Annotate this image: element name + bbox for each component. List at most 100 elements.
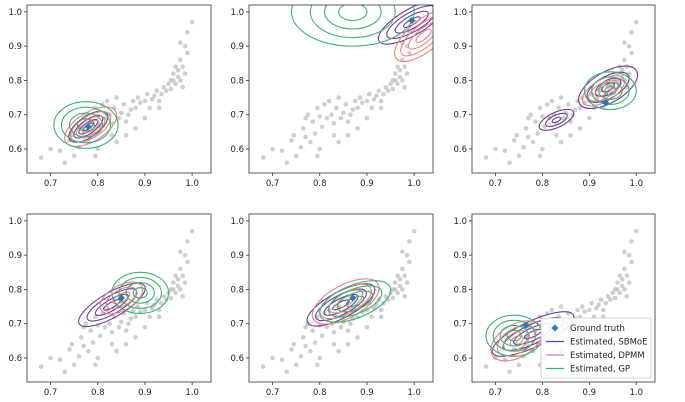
scatter-point (507, 160, 512, 166)
contour-gp (327, 285, 383, 318)
scatter-point (615, 280, 620, 285)
scatter-point (303, 324, 308, 330)
x-tick-label: 1.0 (629, 388, 643, 398)
scatter-point (359, 100, 365, 106)
y-tick-label: 0.8 (453, 285, 467, 295)
scatter-point (388, 81, 393, 87)
contour-gp (584, 71, 637, 111)
scatter-point (622, 40, 627, 46)
scatter-point (95, 355, 101, 361)
scatter-point (612, 287, 618, 292)
scatter-point (369, 314, 374, 320)
scatter-point (109, 341, 115, 347)
scatter-point (483, 364, 489, 369)
scatter-point (404, 71, 410, 76)
scatter-point (310, 119, 315, 124)
scatter-point (411, 228, 417, 234)
scatter-point (383, 84, 389, 90)
y-tick-label: 0.8 (230, 285, 244, 295)
scatter-point (147, 105, 152, 111)
scatter-point (385, 88, 391, 94)
scatter-point (629, 50, 634, 56)
scatter-point (558, 304, 564, 309)
scatter-point (291, 132, 297, 138)
scatter-point (57, 357, 63, 363)
scatter-point (378, 314, 384, 320)
x-tick-label: 0.8 (313, 179, 327, 189)
contour-gp (591, 76, 630, 105)
contour-gp (598, 81, 623, 100)
x-tick-label: 0.8 (313, 388, 327, 398)
scatter-point (90, 340, 96, 345)
scatter-point (549, 307, 555, 313)
scatter-point (107, 321, 112, 327)
scatter-point (152, 93, 157, 99)
scatter-point (298, 353, 304, 359)
scatter-point (619, 67, 625, 73)
scatter-point (596, 302, 601, 308)
ground-truth-marker (84, 123, 92, 131)
scatter-point (166, 81, 171, 87)
ground-truth-marker (408, 16, 416, 25)
scatter-point (289, 347, 294, 352)
y-tick-label: 0.9 (8, 42, 22, 52)
scatter-point (142, 115, 148, 121)
scatter-point (397, 276, 403, 282)
scatter-point (533, 119, 538, 124)
scatter-point (329, 112, 334, 118)
scatter-point (145, 91, 150, 97)
contour-gp (492, 319, 536, 352)
scatter-point (168, 295, 174, 301)
scatter-point (407, 259, 412, 265)
scatter-point (180, 293, 185, 299)
scatter-point (161, 84, 167, 90)
scatter-point (357, 95, 363, 100)
scatter-point (126, 321, 131, 327)
scatter-point (185, 30, 190, 35)
scatter-point (83, 321, 89, 327)
x-tick-label: 0.8 (536, 179, 550, 189)
contour-gp (336, 290, 374, 313)
y-tick-label: 0.8 (8, 285, 22, 295)
plot-area (38, 19, 195, 166)
contour-gp (68, 112, 104, 138)
scatter-point (178, 78, 183, 83)
scatter-point (175, 283, 181, 289)
scatter-point (558, 95, 564, 100)
scatter-point (109, 329, 115, 335)
y-tick-label: 0.9 (8, 251, 22, 261)
panel-4: 0.7 0.8 0.9 1.0 0.6 0.7 0.8 0.9 1.0 (8, 213, 212, 398)
scatter-point (392, 280, 398, 285)
scatter-point (348, 112, 353, 118)
scatter-point (159, 91, 164, 97)
scatter-point (530, 139, 536, 145)
scatter-point (364, 98, 370, 104)
scatter-point (516, 153, 522, 159)
contour-sbmoe (538, 108, 575, 131)
plot-area (260, 228, 417, 375)
scatter-point (168, 78, 174, 83)
scatter-point (331, 329, 337, 335)
x-tick-label: 0.8 (536, 388, 550, 398)
panel-2: 0.7 0.8 0.9 1.0 0.6 0.7 0.8 0.9 1.0 (230, 4, 434, 189)
scatter-point (376, 88, 382, 94)
legend-box (540, 317, 652, 379)
scatter-point (343, 102, 349, 107)
scatter-point (404, 252, 410, 258)
scatter-point (561, 115, 566, 121)
scatter-point (137, 100, 143, 106)
scatter-point (178, 40, 183, 46)
scatter-point (97, 333, 103, 339)
contour-dpmm (81, 120, 100, 134)
scatter-point (315, 362, 320, 368)
y-tick-label: 0.6 (8, 145, 22, 155)
scatter-point (617, 290, 623, 296)
contour-sbmoe (377, 5, 433, 45)
contour-sbmoe (394, 10, 429, 34)
scatter-point (577, 105, 583, 111)
contour-gp (506, 330, 522, 342)
scatter-point (605, 293, 611, 299)
contour-dpmm (407, 22, 433, 50)
y-tick-label: 0.7 (8, 111, 22, 121)
scatter-point (626, 252, 632, 258)
